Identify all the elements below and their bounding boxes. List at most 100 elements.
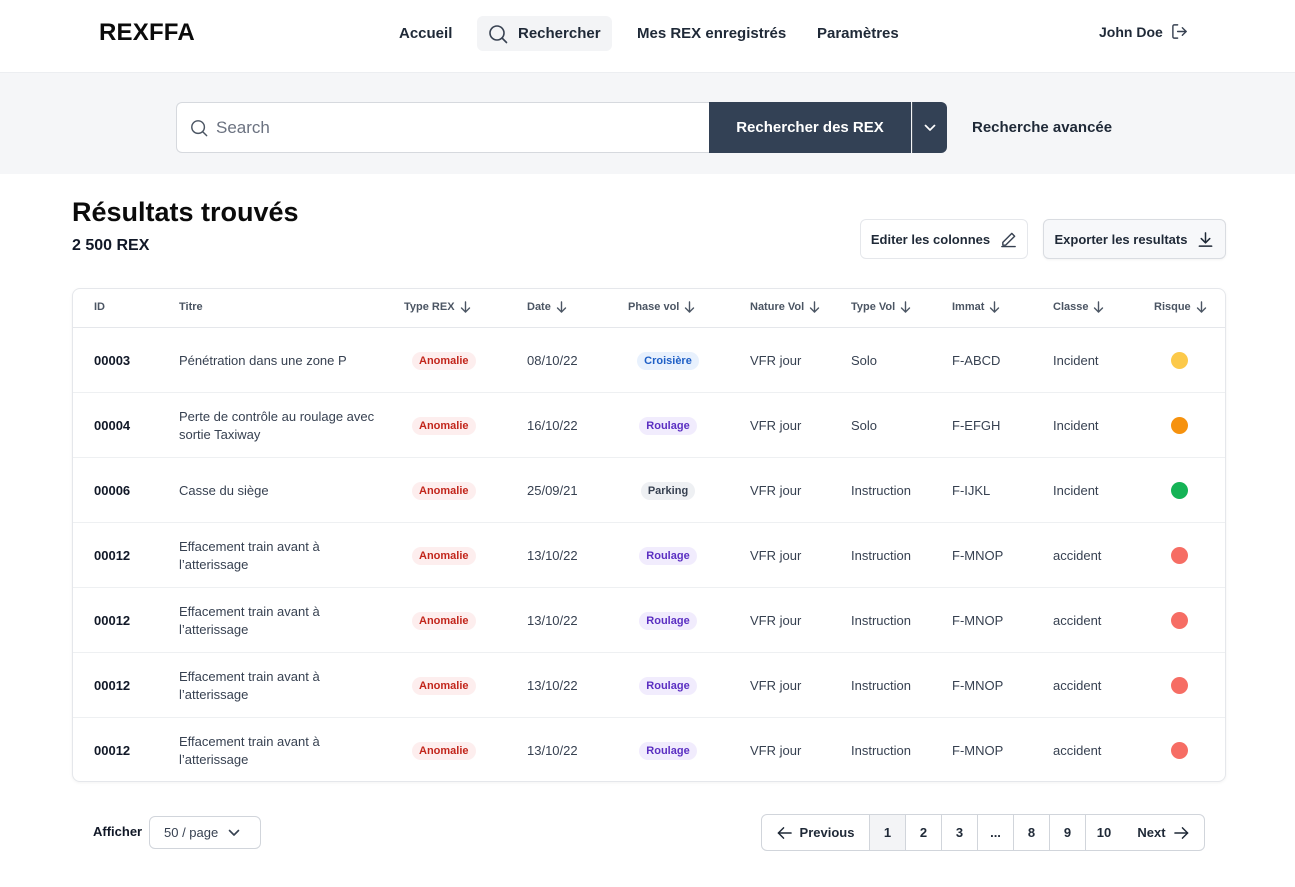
edit-columns-button[interactable]: Editer les colonnes — [860, 219, 1028, 259]
risk-indicator — [1171, 742, 1188, 759]
table-row[interactable]: 00006 Casse du siège Anomalie 25/09/21 Parki… — [73, 458, 1225, 523]
header-type-rex[interactable]: Type REX — [404, 301, 471, 313]
arrow-right-icon — [1173, 826, 1189, 840]
cell-type-vol: Instruction — [851, 613, 911, 628]
results-table: ID Titre Type REX Date Phase vol Nature … — [72, 288, 1226, 782]
table-row[interactable]: 00012 Effacement train avant à l’atteriss… — [73, 718, 1225, 781]
search-icon — [190, 119, 208, 137]
user-menu[interactable]: John Doe — [1099, 23, 1188, 40]
cell-risk — [1171, 393, 1188, 458]
cell-nature: VFR jour — [750, 418, 802, 433]
cell-type-vol: Solo — [851, 418, 878, 433]
search-icon — [488, 24, 508, 44]
table-row[interactable]: 00004 Perte de contrôle au roulage avec s… — [73, 393, 1225, 458]
cell-id: 00003 — [94, 353, 131, 368]
download-icon — [1197, 231, 1214, 248]
header-date[interactable]: Date — [527, 301, 567, 313]
page-button[interactable]: 2 — [906, 815, 942, 850]
risk-indicator — [1171, 677, 1188, 694]
cell-id: 00012 — [94, 743, 131, 758]
cell-date: 08/10/22 — [527, 353, 578, 368]
header-immat[interactable]: Immat — [952, 301, 1000, 313]
cell-type: Anomalie — [412, 393, 476, 458]
cell-classe: Incident — [1053, 418, 1099, 433]
type-badge: Anomalie — [412, 611, 476, 630]
logout-icon[interactable] — [1171, 23, 1188, 40]
cell-title: Perte de contrôle au roulage avec sortie… — [179, 393, 379, 458]
search-options-dropdown[interactable] — [912, 102, 947, 153]
nav-item-search[interactable]: Rechercher — [477, 16, 612, 51]
nav-item-settings[interactable]: Paramètres — [817, 25, 899, 42]
header-risk[interactable]: Risque — [1154, 301, 1207, 313]
cell-nature: VFR jour — [750, 353, 802, 368]
page-button[interactable]: 8 — [1014, 815, 1050, 850]
risk-indicator — [1171, 547, 1188, 564]
next-page-button[interactable]: Next — [1122, 815, 1204, 850]
arrow-down-icon — [460, 301, 471, 313]
header-nature-label: Nature Vol — [750, 301, 805, 313]
cell-title-text: Effacement train avant à l’atterissage — [179, 538, 320, 572]
arrow-down-icon — [556, 301, 567, 313]
cell-date: 13/10/22 — [527, 678, 578, 693]
cell-title-text: Effacement train avant à l’atterissage — [179, 603, 320, 637]
page-button[interactable]: 1 — [870, 815, 906, 850]
header-classe[interactable]: Classe — [1053, 301, 1104, 313]
cell-phase: Roulage — [637, 653, 699, 718]
arrow-left-icon — [777, 826, 792, 840]
export-results-button[interactable]: Exporter les resultats — [1043, 219, 1226, 259]
header-phase[interactable]: Phase vol — [628, 301, 695, 313]
search-input[interactable] — [216, 117, 686, 138]
header-type-vol[interactable]: Type Vol — [851, 301, 911, 313]
cell-classe: accident — [1053, 678, 1102, 693]
header-immat-label: Immat — [952, 301, 985, 313]
page-button[interactable]: 10 — [1096, 825, 1112, 840]
brand-logo[interactable]: REXFFA — [99, 19, 195, 46]
advanced-search-link[interactable]: Recherche avancée — [972, 119, 1113, 136]
page-button[interactable]: 9 — [1050, 815, 1086, 850]
header-tvol-label: Type Vol — [851, 301, 896, 313]
cell-nature: VFR jour — [750, 483, 802, 498]
nav-item-my-rex[interactable]: Mes REX enregistrés — [637, 25, 787, 42]
table-row[interactable]: 00012 Effacement train avant à l’atteriss… — [73, 523, 1225, 588]
table-row[interactable]: 00012 Effacement train avant à l’atteriss… — [73, 588, 1225, 653]
cell-type: Anomalie — [412, 523, 476, 588]
cell-type-vol: Instruction — [851, 743, 911, 758]
search-field[interactable] — [176, 102, 710, 153]
cell-phase: Parking — [637, 458, 699, 523]
cell-date: 16/10/22 — [527, 418, 578, 433]
phase-badge: Roulage — [639, 416, 697, 435]
cell-nature: VFR jour — [750, 743, 802, 758]
header-date-label: Date — [527, 301, 551, 313]
cell-risk — [1171, 458, 1188, 523]
cell-title: Effacement train avant à l’atterissage — [179, 718, 379, 781]
cell-id: 00004 — [94, 418, 131, 433]
table-row[interactable]: 00003 Pénétration dans une zone P Anomalie… — [73, 328, 1225, 393]
cell-date: 13/10/22 — [527, 743, 578, 758]
cell-title-text: Pénétration dans une zone P — [179, 352, 347, 368]
cell-phase: Roulage — [637, 393, 699, 458]
cell-immat: F-ABCD — [952, 353, 1001, 368]
cell-title-text: Effacement train avant à l’atterissage — [179, 668, 320, 702]
per-page-label: Afficher — [93, 824, 143, 839]
cell-title: Effacement train avant à l’atterissage — [179, 523, 379, 588]
type-badge: Anomalie — [412, 416, 476, 435]
header-nature[interactable]: Nature Vol — [750, 301, 820, 313]
pagination: Previous 1 2 3... 8 9 10 Next — [761, 814, 1205, 851]
cell-type: Anomalie — [412, 458, 476, 523]
cell-title-text: Perte de contrôle au roulage avec sortie… — [179, 408, 375, 442]
type-badge: Anomalie — [412, 481, 476, 500]
risk-indicator — [1171, 612, 1188, 629]
cell-risk — [1171, 328, 1188, 393]
previous-page-button[interactable]: Previous — [762, 815, 870, 850]
cell-nature: VFR jour — [750, 678, 802, 693]
nav-item-home[interactable]: Accueil — [399, 25, 453, 42]
top-navbar: REXFFA Accueil Rechercher Mes REX enregi… — [0, 0, 1295, 73]
cell-title-text: Effacement train avant à l’atterissage — [179, 733, 320, 767]
table-row[interactable]: 00012 Effacement train avant à l’atteriss… — [73, 653, 1225, 718]
search-rex-button[interactable]: Rechercher des REX — [709, 102, 911, 153]
page-button[interactable]: 3 — [942, 815, 978, 850]
per-page-select[interactable]: 50 / page — [149, 816, 261, 849]
cell-title-text: Casse du siège — [179, 482, 269, 498]
cell-classe: accident — [1053, 548, 1102, 563]
next-label: Next — [1137, 825, 1166, 840]
